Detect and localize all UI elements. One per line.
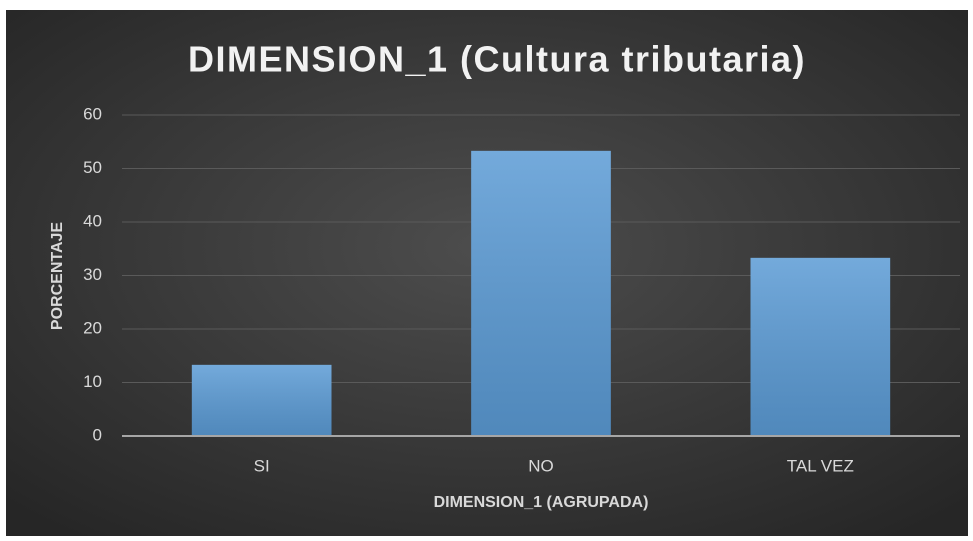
bar bbox=[750, 257, 891, 436]
y-axis-label: PORCENTAJE bbox=[49, 222, 66, 330]
x-axis-label: DIMENSION_1 (AGRUPADA) bbox=[434, 494, 649, 511]
y-tick-label: 0 bbox=[93, 425, 102, 444]
y-tick-label: 60 bbox=[83, 104, 102, 123]
y-tick-label: 50 bbox=[83, 158, 102, 177]
x-tick-label: SI bbox=[254, 456, 270, 475]
x-tick-label: NO bbox=[528, 456, 554, 475]
y-tick-label: 40 bbox=[83, 211, 102, 230]
x-tick-label: TAL VEZ bbox=[787, 456, 854, 475]
y-tick-label: 10 bbox=[83, 372, 102, 391]
y-tick-label: 20 bbox=[83, 318, 102, 337]
bar bbox=[191, 364, 332, 436]
chart-title: DIMENSION_1 (Cultura tributaria) bbox=[188, 39, 806, 80]
y-tick-label: 30 bbox=[83, 265, 102, 284]
bar bbox=[471, 150, 611, 436]
